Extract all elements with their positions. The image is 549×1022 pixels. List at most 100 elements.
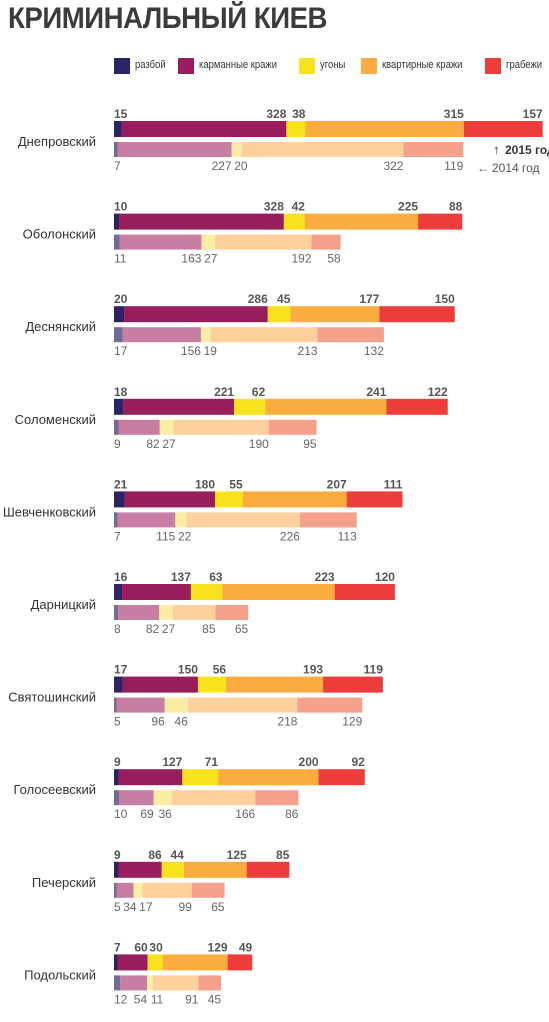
bar-2015-robbery	[114, 213, 120, 230]
value-2015-mugging: 88	[449, 200, 463, 214]
value-2015-burglary: 125	[227, 848, 247, 862]
value-2014-robbery: 7	[114, 159, 121, 173]
bar-2015-mugging	[246, 861, 290, 878]
bar-2014-robbery	[114, 697, 117, 713]
bar-2015-car-theft	[197, 676, 227, 693]
bar-2015-car-theft	[283, 213, 305, 230]
bar-2014-pickpocketing	[117, 512, 176, 528]
bar-2014-robbery	[114, 234, 120, 250]
bar-2015-pickpocketing	[117, 954, 148, 971]
bar-2014-mugging	[191, 882, 225, 898]
district-label: Оболонский	[23, 227, 96, 242]
district-label: Святошинский	[8, 690, 96, 705]
bar-2014-mugging	[297, 697, 363, 713]
bar-2014-car-theft	[200, 327, 211, 343]
value-2015-car-theft: 63	[209, 570, 223, 584]
legend-swatch-mugging	[485, 58, 501, 74]
legend-label-robbery: разбой	[135, 59, 166, 71]
bar-2015-robbery	[114, 306, 125, 323]
district-label: Печерский	[32, 875, 96, 890]
bar-2014-car-theft	[153, 790, 172, 806]
value-2015-pickpocketing: 180	[195, 477, 215, 491]
value-2014-robbery: 17	[114, 344, 128, 358]
bar-2015-robbery	[114, 584, 123, 600]
bar-2014-pickpocketing	[118, 605, 160, 620]
legend-label-pickpocketing: карманные кражи	[199, 59, 278, 71]
value-2014-robbery: 5	[114, 900, 121, 914]
bar-2014-car-theft	[147, 975, 153, 991]
district-label: Голосеевский	[13, 782, 96, 797]
bar-2015-burglary	[218, 769, 319, 786]
bar-2014-burglary	[215, 234, 312, 250]
bar-2015-burglary	[304, 213, 419, 230]
value-2014-car-theft: 19	[204, 344, 218, 358]
bar-2014-pickpocketing	[118, 419, 160, 435]
bar-2015-car-theft	[215, 491, 243, 508]
bar-2014-robbery	[114, 512, 118, 528]
value-2014-car-theft: 46	[175, 715, 189, 729]
value-2015-pickpocketing: 328	[264, 200, 284, 214]
legend-swatch-pickpocketing	[178, 58, 194, 74]
value-2014-car-theft: 22	[178, 529, 192, 543]
bar-2015-pickpocketing	[124, 306, 268, 323]
bar-2015-car-theft	[234, 398, 266, 415]
bar-2015-car-theft	[190, 584, 223, 600]
value-2014-robbery: 7	[114, 529, 121, 543]
bar-2014-mugging	[317, 327, 384, 343]
value-2014-mugging: 45	[208, 992, 222, 1006]
bar-2015-mugging	[323, 676, 383, 693]
bar-2015-pickpocketing	[124, 491, 216, 508]
value-2015-mugging: 150	[435, 292, 455, 306]
bar-2014-car-theft	[231, 142, 242, 157]
value-2014-mugging: 86	[285, 807, 299, 821]
bar-2014-car-theft	[201, 234, 216, 250]
legend-label-car-theft: угоны	[320, 59, 346, 71]
year-2014-arrow: ←	[477, 161, 489, 175]
value-2015-burglary: 315	[444, 107, 464, 121]
bar-2014-mugging	[268, 419, 317, 435]
bar-2015-robbery	[114, 769, 119, 786]
bar-2015-pickpocketing	[119, 213, 284, 230]
value-2015-burglary: 207	[327, 477, 347, 491]
value-2015-robbery: 10	[114, 200, 128, 214]
legend-swatch-burglary	[361, 58, 377, 74]
value-2014-car-theft: 17	[139, 900, 153, 914]
bar-2014-burglary	[152, 975, 199, 991]
value-2014-burglary: 190	[249, 437, 269, 451]
value-2015-robbery: 9	[114, 755, 121, 769]
value-2014-burglary: 322	[383, 159, 403, 173]
bar-2014-mugging	[403, 142, 464, 157]
bar-2014-burglary	[186, 512, 300, 528]
bar-2014-pickpocketing	[116, 882, 134, 898]
value-2015-robbery: 15	[114, 107, 128, 121]
value-2014-pickpocketing: 69	[140, 807, 154, 821]
district-label: Соломенский	[15, 412, 96, 427]
bar-2015-car-theft	[147, 954, 163, 971]
value-2014-car-theft: 27	[162, 437, 176, 451]
value-2014-mugging: 113	[338, 529, 357, 543]
bar-2015-robbery	[114, 491, 125, 508]
value-2014-robbery: 8	[114, 622, 121, 636]
value-2015-burglary: 200	[299, 755, 319, 769]
value-2014-robbery: 11	[114, 252, 127, 266]
bar-2014-robbery	[114, 142, 118, 157]
value-2014-mugging: 65	[235, 622, 249, 636]
value-2014-car-theft: 27	[162, 622, 176, 636]
value-2014-mugging: 129	[342, 715, 362, 729]
bar-2015-burglary	[305, 121, 464, 137]
value-2014-mugging: 58	[327, 252, 341, 266]
bar-2014-car-theft	[133, 882, 143, 898]
value-2014-pickpocketing: 227	[212, 159, 232, 173]
bar-2015-burglary	[222, 584, 335, 600]
bar-2014-mugging	[255, 790, 299, 806]
value-2015-robbery: 20	[114, 292, 128, 306]
value-2015-pickpocketing: 286	[248, 292, 268, 306]
bar-2015-burglary	[242, 491, 347, 508]
bar-2015-burglary	[162, 954, 228, 971]
bar-2015-pickpocketing	[118, 861, 162, 878]
value-2014-mugging: 132	[364, 344, 384, 358]
district-label: Днепровский	[18, 134, 96, 149]
bar-2014-pickpocketing	[120, 975, 148, 991]
bar-2014-burglary	[210, 327, 318, 343]
bar-2014-burglary	[187, 697, 298, 713]
